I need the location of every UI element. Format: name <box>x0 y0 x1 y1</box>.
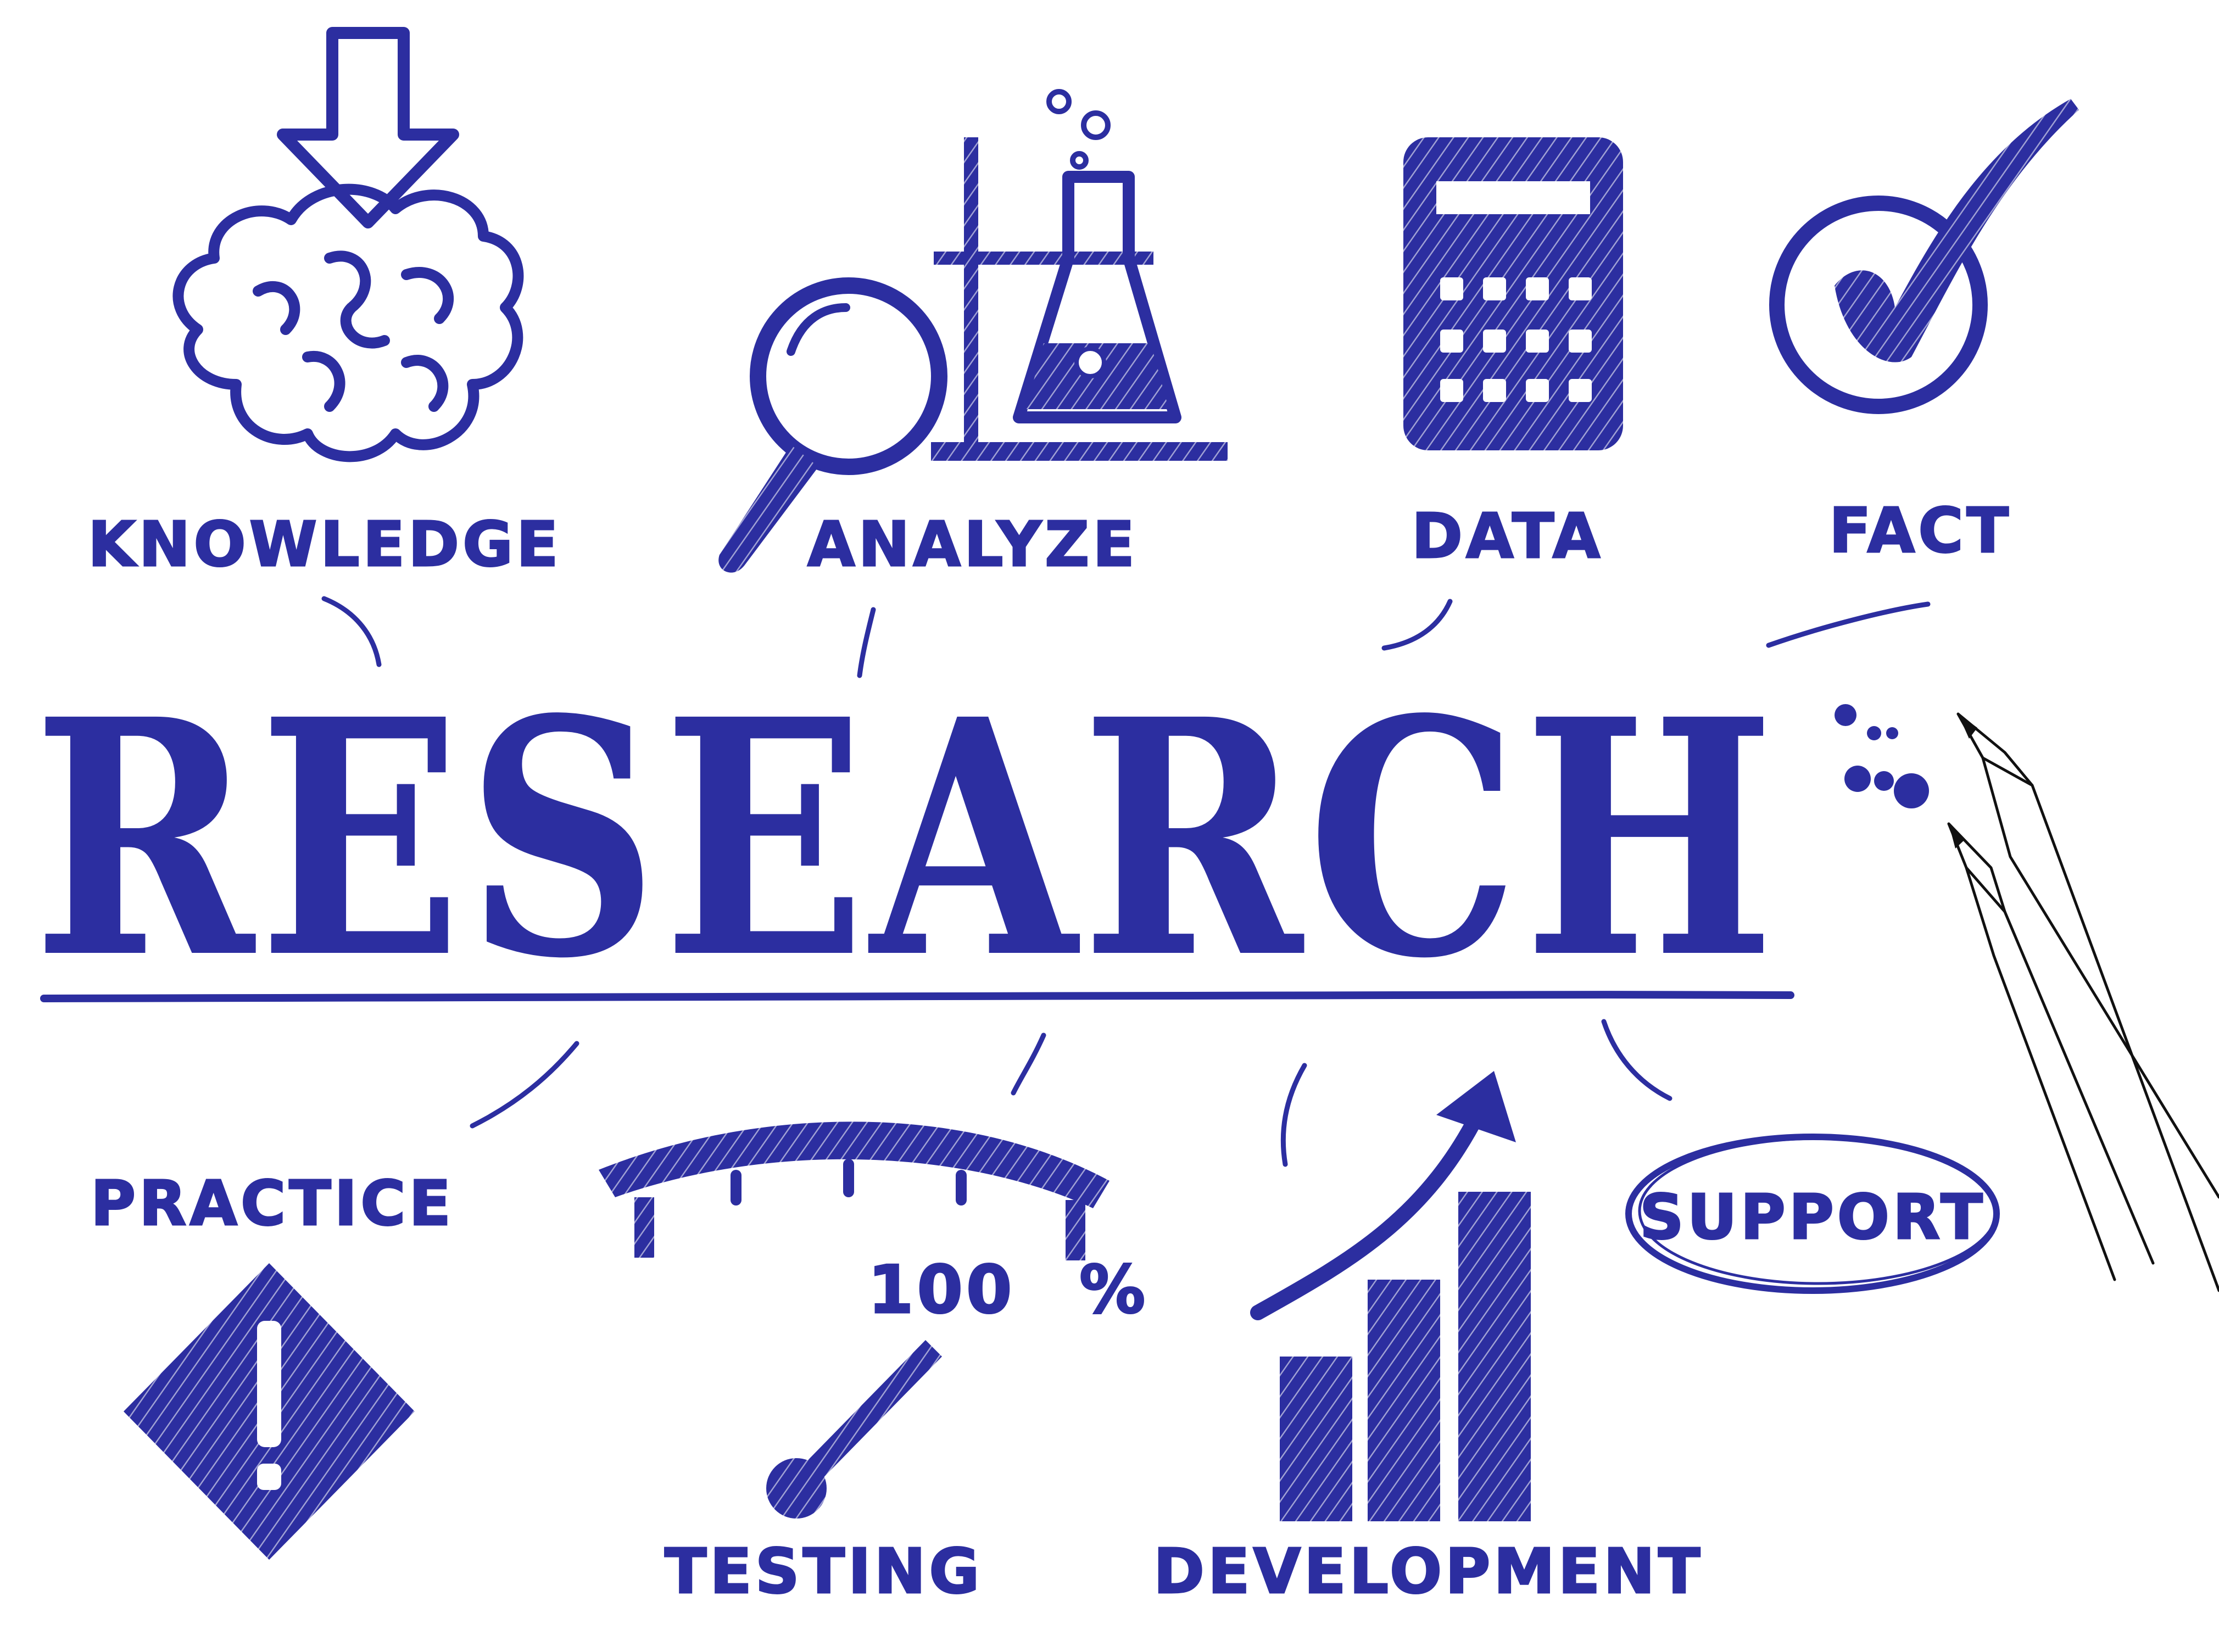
calculator-icon <box>1403 137 1623 450</box>
warning-diamond-icon <box>124 1263 415 1560</box>
gauge-unit: % <box>1079 1252 1148 1329</box>
title-underline <box>40 990 1794 1002</box>
label-data: DATA <box>1412 501 1603 572</box>
label-practice: PRACTICE <box>91 1168 454 1240</box>
label-fact: FACT <box>1829 495 2012 567</box>
connectors-bottom <box>470 1019 1672 1167</box>
label-development: DEVELOPMENT <box>1153 1536 1703 1608</box>
label-support: SUPPORT <box>1640 1182 1986 1253</box>
arrow-down-icon <box>277 27 459 228</box>
label-analyze: ANALYZE <box>807 509 1138 581</box>
title-research: RESEARCH <box>33 649 1780 1030</box>
connectors-top <box>321 596 1931 678</box>
ink-dots <box>1835 704 1929 808</box>
brain-icon <box>172 183 524 462</box>
gauge-value: 100 <box>868 1252 1016 1329</box>
gauge-icon: 100 % <box>599 1121 1148 1519</box>
growth-bars-icon <box>1250 1071 1531 1521</box>
pens-icon <box>1947 712 2219 1292</box>
support-badge: SUPPORT <box>1625 1134 2000 1294</box>
label-testing: TESTING <box>665 1536 983 1608</box>
lab-flask-icon <box>931 89 1228 461</box>
magnifier-icon <box>718 277 947 573</box>
checkmark-icon <box>1769 99 2079 414</box>
label-knowledge: KNOWLEDGE <box>88 509 562 581</box>
